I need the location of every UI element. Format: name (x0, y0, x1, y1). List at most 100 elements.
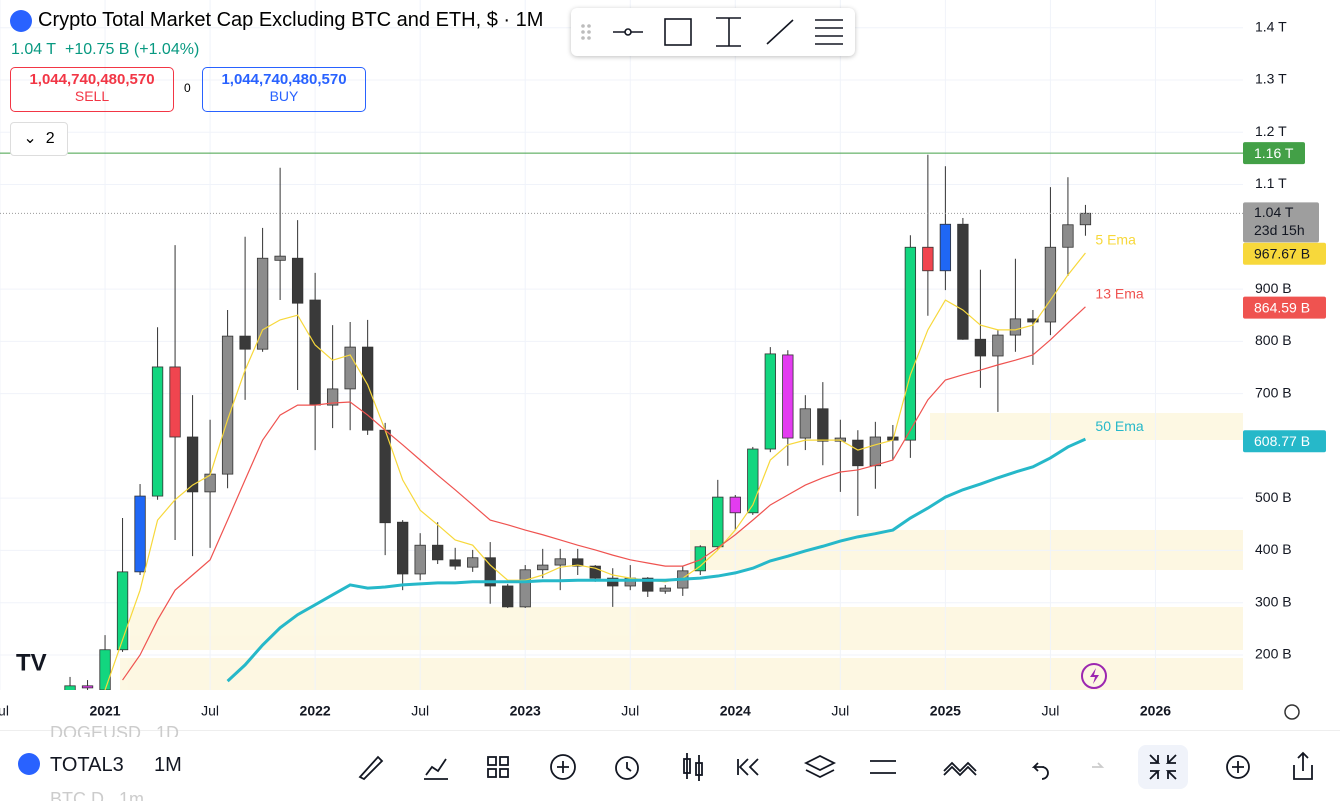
icon-undo[interactable] (1031, 762, 1049, 780)
icon-indicators[interactable] (424, 758, 448, 780)
candle-body (537, 564, 549, 571)
candle-body (694, 546, 706, 572)
settings-icon[interactable] (1284, 704, 1300, 720)
x-tick-label: 2025 (930, 703, 961, 719)
tool-hline[interactable] (613, 28, 643, 36)
candle-body (1027, 318, 1039, 323)
candle-body (274, 255, 286, 261)
icon (1081, 663, 1107, 689)
candle-body (64, 685, 76, 690)
labels: 1.4 T 1.3 T 1.2 T 1.1 T 900 B 800 B 700 B 500 B… (0, 18, 1326, 719)
axis-label: 1.16 T (1254, 145, 1294, 161)
candle-body (642, 577, 654, 592)
title: Crypto Total Market Cap Excluding BTC an… (38, 9, 544, 31)
candle-body (99, 649, 111, 690)
prev-interval[interactable]: 1D (156, 723, 180, 737)
ema-line (226, 437, 1087, 683)
prev-symbol-row[interactable]: DOGEUSD 1D (50, 723, 200, 737)
next-symbol[interactable]: BTC.D (50, 789, 104, 801)
tool-rect[interactable] (664, 18, 692, 46)
buy-button[interactable]: 1,044,740,480,570 BUY (202, 67, 366, 112)
icon-add[interactable] (550, 754, 576, 780)
axis-label-bg (1243, 142, 1305, 165)
indicators-count[interactable]: 2 (45, 130, 55, 147)
buy-price[interactable]: 1,044,740,480,570 (221, 71, 347, 88)
ema-name: 5 Ema (1095, 232, 1136, 248)
x-tick-label: 2022 (300, 703, 331, 719)
axis-label: 1.04 T (1254, 204, 1294, 220)
candle-body (116, 571, 129, 651)
icon[interactable] (1284, 704, 1300, 720)
y-tick-label: 200 B (1255, 646, 1292, 662)
icon-candles[interactable] (683, 753, 703, 781)
drawing-toolbar (571, 8, 855, 56)
next-symbol-row[interactable]: BTC.D 1m (50, 789, 200, 801)
interval[interactable]: 1M (154, 754, 182, 776)
icon-replay[interactable] (737, 758, 759, 776)
candle-body (869, 436, 882, 467)
y-tick-label: 300 B (1255, 593, 1292, 609)
candle-body (747, 448, 759, 514)
countdown: 23d 15h (1254, 222, 1305, 238)
candle-body (1009, 318, 1022, 336)
candle-body (134, 495, 146, 573)
candle-body (151, 366, 164, 497)
candle-body (239, 335, 251, 350)
next-interval[interactable]: 1m (119, 789, 145, 801)
x-tick-label: Jul (201, 703, 219, 719)
icon-share[interactable] (1293, 751, 1313, 780)
fullscreen-bg[interactable] (1138, 745, 1188, 789)
icon-layers[interactable] (803, 754, 837, 779)
y-tick-label: 800 B (1255, 332, 1292, 348)
candle-body (659, 587, 671, 592)
candle-body (799, 408, 811, 439)
indicators-toggle[interactable]: ⌄ 2 (10, 122, 68, 156)
ema-name: 13 Ema (1095, 286, 1143, 302)
candle-body (169, 366, 181, 438)
zones (120, 413, 1243, 690)
icon-plus[interactable] (1226, 755, 1250, 779)
candle-body (939, 223, 952, 272)
candle-body (852, 439, 864, 467)
y-tick-label: 1.4 T (1255, 18, 1287, 34)
candle-body (484, 557, 496, 587)
candle-body (186, 436, 199, 493)
sell-button[interactable]: 1,044,740,480,570 SELL (10, 67, 174, 112)
icon-redo[interactable] (1092, 762, 1105, 768)
icon-draw[interactable] (358, 755, 384, 781)
candle-body (764, 353, 776, 450)
candle-body (817, 408, 829, 442)
tool-fib[interactable] (815, 19, 843, 45)
icon-layout[interactable] (487, 756, 509, 778)
drag-handle[interactable] (581, 24, 591, 40)
icon-fullscreen[interactable] (1149, 754, 1177, 780)
candle-body (1079, 212, 1092, 226)
x-tick-label: Jul (621, 703, 639, 719)
tool-range[interactable] (716, 17, 741, 47)
candle-body (782, 354, 794, 439)
y-tick-label: 900 B (1255, 280, 1292, 296)
candle-body (904, 246, 917, 441)
buy-label[interactable]: BUY (269, 88, 299, 104)
candle-body (291, 257, 304, 304)
symbol[interactable]: TOTAL3 (50, 754, 124, 776)
sell-label[interactable]: SELL (74, 88, 110, 104)
icon-alert[interactable] (615, 756, 639, 780)
icon-compare[interactable] (943, 761, 977, 777)
chart: 1.4 T 1.3 T 1.2 T 1.1 T 900 B 800 B 700 B 500 B… (0, 0, 1326, 720)
axis-label: 864.59 B (1254, 299, 1310, 315)
sell-price[interactable]: 1,044,740,480,570 (29, 71, 155, 88)
prev-symbol[interactable]: DOGEUSD (50, 723, 142, 737)
symbol-icon (10, 9, 32, 32)
logo: TV (16, 649, 47, 676)
icon-settings[interactable] (870, 760, 896, 774)
ema-line (104, 252, 1086, 690)
icon (1090, 668, 1099, 684)
candle-body (361, 346, 374, 431)
tool-trend[interactable] (766, 19, 794, 45)
x-tick-label: Jul (1041, 703, 1059, 719)
candle-body (554, 558, 566, 566)
spread: 0 (184, 81, 191, 95)
candle-body (1062, 224, 1074, 248)
tv-logo: TV (16, 649, 47, 676)
